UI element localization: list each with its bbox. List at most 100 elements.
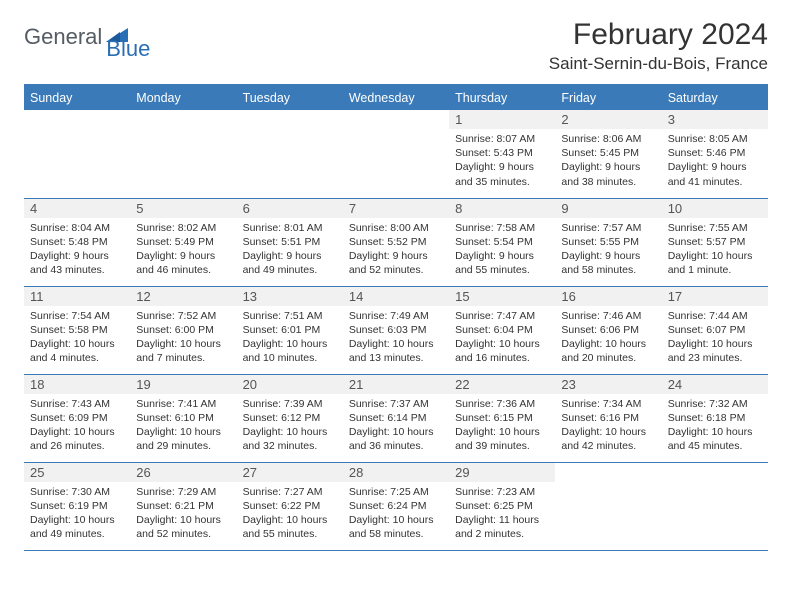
sunrise-text: Sunrise: 7:46 AM — [561, 309, 655, 323]
weekday-saturday: Saturday — [662, 85, 768, 110]
calendar-day-cell — [555, 462, 661, 550]
sunset-text: Sunset: 6:24 PM — [349, 499, 443, 513]
day-number: 14 — [343, 287, 449, 306]
sunset-text: Sunset: 6:09 PM — [30, 411, 124, 425]
sunrise-text: Sunrise: 7:43 AM — [30, 397, 124, 411]
daylight-text: Daylight: 10 hours and 39 minutes. — [455, 425, 549, 453]
calendar-day-cell — [237, 110, 343, 198]
calendar-day-cell: 20Sunrise: 7:39 AMSunset: 6:12 PMDayligh… — [237, 374, 343, 462]
sunrise-text: Sunrise: 8:01 AM — [243, 221, 337, 235]
day-info: Sunrise: 8:05 AMSunset: 5:46 PMDaylight:… — [668, 132, 762, 189]
day-number: 10 — [662, 199, 768, 218]
sunset-text: Sunset: 5:54 PM — [455, 235, 549, 249]
day-info: Sunrise: 7:37 AMSunset: 6:14 PMDaylight:… — [349, 397, 443, 454]
daylight-text: Daylight: 9 hours and 49 minutes. — [243, 249, 337, 277]
daylight-text: Daylight: 10 hours and 55 minutes. — [243, 513, 337, 541]
calendar-day-cell: 14 Sunrise: 7:49 AMSunset: 6:03 PMDayligh… — [343, 286, 449, 374]
calendar-day-cell: 12 Sunrise: 7:52 AMSunset: 6:00 PMDayligh… — [130, 286, 236, 374]
location-label: Saint-Sernin-du-Bois, France — [549, 54, 768, 74]
calendar-day-cell: 9Sunrise: 7:57 AMSunset: 5:55 PMDaylight… — [555, 198, 661, 286]
sunrise-text: Sunrise: 7:30 AM — [30, 485, 124, 499]
sunset-text: Sunset: 6:06 PM — [561, 323, 655, 337]
daylight-text: Daylight: 9 hours and 35 minutes. — [455, 160, 549, 188]
day-number: 18 — [24, 375, 130, 394]
calendar-day-cell: 27Sunrise: 7:27 AMSunset: 6:22 PMDayligh… — [237, 462, 343, 550]
daylight-text: Daylight: 10 hours and 45 minutes. — [668, 425, 762, 453]
sunset-text: Sunset: 6:04 PM — [455, 323, 549, 337]
day-number: 23 — [555, 375, 661, 394]
daylight-text: Daylight: 10 hours and 52 minutes. — [136, 513, 230, 541]
day-info: Sunrise: 7:36 AMSunset: 6:15 PMDaylight:… — [455, 397, 549, 454]
daylight-text: Daylight: 10 hours and 58 minutes. — [349, 513, 443, 541]
calendar-day-cell: 8Sunrise: 7:58 AMSunset: 5:54 PMDaylight… — [449, 198, 555, 286]
day-number: 12 — [130, 287, 236, 306]
daylight-text: Daylight: 9 hours and 58 minutes. — [561, 249, 655, 277]
day-info: Sunrise: 7:49 AMSunset: 6:03 PMDaylight:… — [349, 309, 443, 366]
calendar-day-cell: 15 Sunrise: 7:47 AMSunset: 6:04 PMDayligh… — [449, 286, 555, 374]
calendar-day-cell: 19Sunrise: 7:41 AMSunset: 6:10 PMDayligh… — [130, 374, 236, 462]
daylight-text: Daylight: 10 hours and 32 minutes. — [243, 425, 337, 453]
day-info: Sunrise: 8:00 AMSunset: 5:52 PMDaylight:… — [349, 221, 443, 278]
sunset-text: Sunset: 5:55 PM — [561, 235, 655, 249]
day-info: Sunrise: 8:01 AMSunset: 5:51 PMDaylight:… — [243, 221, 337, 278]
calendar-day-cell: 22Sunrise: 7:36 AMSunset: 6:15 PMDayligh… — [449, 374, 555, 462]
sunrise-text: Sunrise: 7:23 AM — [455, 485, 549, 499]
daylight-text: Daylight: 9 hours and 46 minutes. — [136, 249, 230, 277]
sunrise-text: Sunrise: 7:37 AM — [349, 397, 443, 411]
sunrise-text: Sunrise: 7:47 AM — [455, 309, 549, 323]
sunset-text: Sunset: 5:45 PM — [561, 146, 655, 160]
day-number: 15 — [449, 287, 555, 306]
sunrise-text: Sunrise: 8:04 AM — [30, 221, 124, 235]
sunrise-text: Sunrise: 7:25 AM — [349, 485, 443, 499]
sunset-text: Sunset: 6:12 PM — [243, 411, 337, 425]
sunset-text: Sunset: 6:25 PM — [455, 499, 549, 513]
sunset-text: Sunset: 6:01 PM — [243, 323, 337, 337]
sunrise-text: Sunrise: 7:52 AM — [136, 309, 230, 323]
weekday-header-row: Sunday Monday Tuesday Wednesday Thursday… — [24, 85, 768, 110]
day-info: Sunrise: 7:44 AMSunset: 6:07 PMDaylight:… — [668, 309, 762, 366]
daylight-text: Daylight: 10 hours and 4 minutes. — [30, 337, 124, 365]
day-info: Sunrise: 7:47 AMSunset: 6:04 PMDaylight:… — [455, 309, 549, 366]
daylight-text: Daylight: 10 hours and 1 minute. — [668, 249, 762, 277]
sunrise-text: Sunrise: 8:07 AM — [455, 132, 549, 146]
calendar-day-cell: 25Sunrise: 7:30 AMSunset: 6:19 PMDayligh… — [24, 462, 130, 550]
calendar-day-cell: 11Sunrise: 7:54 AMSunset: 5:58 PMDayligh… — [24, 286, 130, 374]
weekday-sunday: Sunday — [24, 85, 130, 110]
sunset-text: Sunset: 5:49 PM — [136, 235, 230, 249]
sunrise-text: Sunrise: 7:36 AM — [455, 397, 549, 411]
calendar-day-cell: 21Sunrise: 7:37 AMSunset: 6:14 PMDayligh… — [343, 374, 449, 462]
sunset-text: Sunset: 5:57 PM — [668, 235, 762, 249]
calendar-day-cell — [130, 110, 236, 198]
daylight-text: Daylight: 9 hours and 38 minutes. — [561, 160, 655, 188]
day-info: Sunrise: 7:51 AMSunset: 6:01 PMDaylight:… — [243, 309, 337, 366]
daylight-text: Daylight: 11 hours and 2 minutes. — [455, 513, 549, 541]
weekday-wednesday: Wednesday — [343, 85, 449, 110]
daylight-text: Daylight: 9 hours and 52 minutes. — [349, 249, 443, 277]
sunrise-text: Sunrise: 7:39 AM — [243, 397, 337, 411]
day-info: Sunrise: 7:39 AMSunset: 6:12 PMDaylight:… — [243, 397, 337, 454]
daylight-text: Daylight: 10 hours and 16 minutes. — [455, 337, 549, 365]
sunset-text: Sunset: 5:48 PM — [30, 235, 124, 249]
calendar-day-cell: 4Sunrise: 8:04 AMSunset: 5:48 PMDaylight… — [24, 198, 130, 286]
calendar-day-cell: 26 Sunrise: 7:29 AMSunset: 6:21 PMDayligh… — [130, 462, 236, 550]
logo-text-general: General — [24, 24, 102, 50]
sunrise-text: Sunrise: 8:02 AM — [136, 221, 230, 235]
day-number: 13 — [237, 287, 343, 306]
day-info: Sunrise: 7:29 AMSunset: 6:21 PMDaylight:… — [136, 485, 230, 542]
sunrise-text: Sunrise: 7:34 AM — [561, 397, 655, 411]
day-number: 26 — [130, 463, 236, 482]
day-info: Sunrise: 7:43 AMSunset: 6:09 PMDaylight:… — [30, 397, 124, 454]
day-number: 3 — [662, 110, 768, 129]
daylight-text: Daylight: 9 hours and 55 minutes. — [455, 249, 549, 277]
sunrise-text: Sunrise: 7:44 AM — [668, 309, 762, 323]
sunrise-text: Sunrise: 7:51 AM — [243, 309, 337, 323]
day-info: Sunrise: 7:52 AMSunset: 6:00 PMDaylight:… — [136, 309, 230, 366]
sunset-text: Sunset: 6:21 PM — [136, 499, 230, 513]
sunset-text: Sunset: 5:52 PM — [349, 235, 443, 249]
sunset-text: Sunset: 6:15 PM — [455, 411, 549, 425]
day-number: 19 — [130, 375, 236, 394]
calendar-table: Sunday Monday Tuesday Wednesday Thursday… — [24, 84, 768, 551]
daylight-text: Daylight: 10 hours and 26 minutes. — [30, 425, 124, 453]
weekday-friday: Friday — [555, 85, 661, 110]
day-number: 7 — [343, 199, 449, 218]
